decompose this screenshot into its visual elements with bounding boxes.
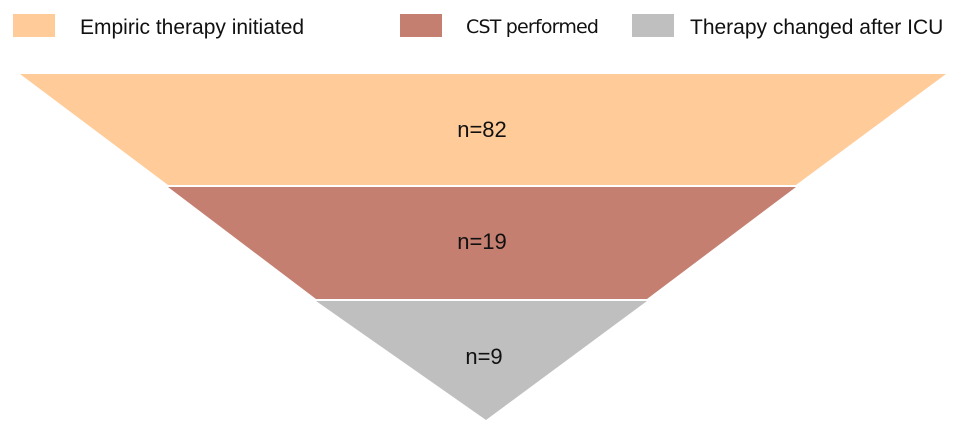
legend-label-cst: CST performed [466, 16, 598, 38]
tier-label-changed: n=9 [465, 344, 502, 369]
tier-label-cst: n=19 [457, 229, 507, 254]
legend-label-empiric: Empiric therapy initiated [80, 16, 304, 39]
tier-empiric [20, 74, 946, 185]
tier-changed [316, 301, 647, 420]
tier-cst [168, 187, 796, 299]
legend-swatch-changed [632, 14, 674, 37]
legend-label-changed: Therapy changed after ICU [690, 16, 943, 39]
legend: Empiric therapy initiated CST performed … [13, 14, 943, 39]
funnel: n=82 n=19 n=9 [20, 74, 946, 420]
legend-item-empiric: Empiric therapy initiated [13, 14, 304, 39]
legend-item-cst: CST performed [400, 14, 599, 38]
legend-swatch-cst [400, 14, 442, 37]
legend-swatch-empiric [13, 14, 55, 37]
tier-label-empiric: n=82 [457, 117, 507, 142]
legend-item-changed: Therapy changed after ICU [632, 14, 943, 39]
